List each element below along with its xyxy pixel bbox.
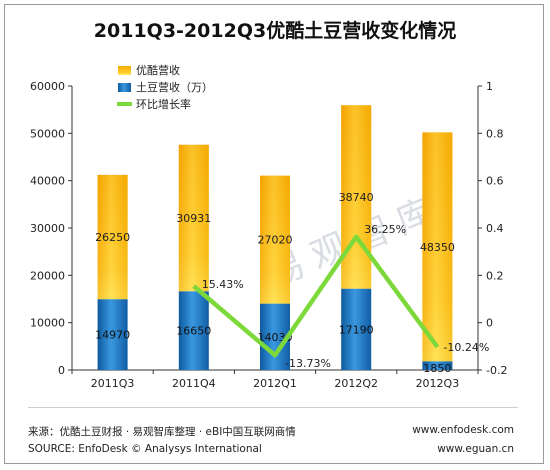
legend-label-growth: 环比增长率 xyxy=(136,97,191,111)
x-axis-tick-label: 2011Q4 xyxy=(172,377,216,390)
footer-divider xyxy=(28,407,518,408)
right-axis-tick-label: 0.8 xyxy=(486,127,504,140)
x-axis-tick-label: 2012Q1 xyxy=(253,377,297,390)
right-axis-tick-label: 0.4 xyxy=(486,222,504,235)
right-axis-tick-label: 0.2 xyxy=(486,269,504,282)
data-label-youku-2011Q3: 26250 xyxy=(95,231,130,244)
data-label-youku-2012Q2: 38740 xyxy=(339,191,374,204)
data-label-tudou-2012Q3: 1850 xyxy=(423,362,451,375)
bar-youku-shade-2011Q3 xyxy=(97,174,128,300)
left-axis-tick-label: 60000 xyxy=(30,80,65,93)
bar-youku-shade-2012Q1 xyxy=(260,175,290,304)
right-axis-tick-label: 0.6 xyxy=(486,175,504,188)
left-axis-tick-label: 50000 xyxy=(30,127,65,140)
x-axis-tick-label: 2012Q2 xyxy=(334,377,378,390)
data-label-youku-2011Q4: 30931 xyxy=(176,212,211,225)
bar-tudou-2012Q2 xyxy=(341,288,372,370)
bar-youku-shade-2012Q3 xyxy=(422,132,453,362)
right-axis-tick-label: -0.2 xyxy=(486,364,507,377)
bar-tudou-2012Q3 xyxy=(422,361,453,370)
line-growth-rate xyxy=(192,234,440,358)
source-en: SOURCE: EnfoDesk © Analysys Internationa… xyxy=(28,443,262,455)
source-url-enfodesk[interactable]: www.enfodesk.com xyxy=(412,424,514,436)
data-label-tudou-2011Q3: 14970 xyxy=(95,329,130,342)
left-axis-tick-label: 10000 xyxy=(30,317,65,330)
source-url-eguan[interactable]: www.eguan.cn xyxy=(437,443,514,455)
x-axis-tick-label: 2012Q3 xyxy=(416,377,460,390)
left-axis-tick-label: 30000 xyxy=(30,222,65,235)
data-label-youku-2012Q3: 48350 xyxy=(420,241,455,254)
data-label-growth-2012Q1: -13.73% xyxy=(285,357,331,370)
data-label-youku-2012Q1: 27020 xyxy=(258,234,293,247)
right-axis-tick-label: 0 xyxy=(486,317,493,330)
bar-tudou-2011Q3 xyxy=(97,299,128,370)
data-label-growth-2012Q3: -10.24% xyxy=(443,341,489,354)
left-axis-tick-label: 20000 xyxy=(30,269,65,282)
x-axis-tick-label: 2011Q3 xyxy=(91,377,135,390)
legend-swatch-tudou xyxy=(118,83,131,92)
bar-tudou-2011Q4 xyxy=(178,291,209,370)
bar-youku-shade-2011Q4 xyxy=(178,144,209,292)
data-label-tudou-2011Q4: 16650 xyxy=(176,325,211,338)
left-axis-tick-label: 0 xyxy=(58,364,65,377)
source-cn: 来源：优酷土豆财报 · 易观智库整理 · eBI中国互联网商情 xyxy=(28,426,296,438)
chart-title: 2011Q3-2012Q3优酷土豆营收变化情况 xyxy=(93,20,457,42)
left-axis-tick-label: 40000 xyxy=(30,175,65,188)
legend-label-youku: 优酷营收 xyxy=(136,63,180,77)
legend-label-tudou: 土豆营收（万） xyxy=(136,80,213,94)
data-label-growth-2012Q2: 36.25% xyxy=(364,223,406,236)
legend-swatch-youku xyxy=(118,66,131,75)
bar-youku-shade-2012Q2 xyxy=(341,105,372,289)
right-axis-tick-label: 1 xyxy=(486,80,493,93)
data-label-growth-2011Q4: 15.43% xyxy=(202,278,244,291)
data-label-tudou-2012Q2: 17190 xyxy=(339,323,374,336)
